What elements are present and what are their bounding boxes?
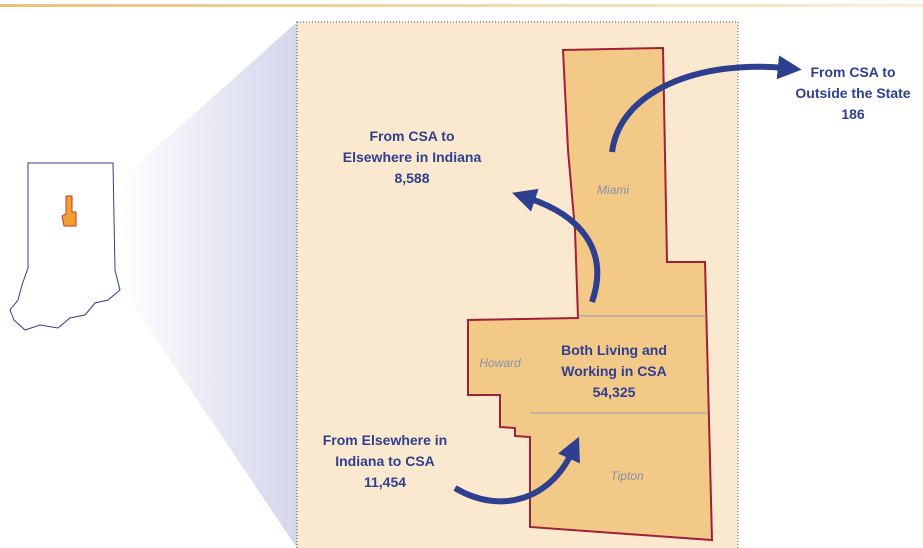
flow-arrow [609,55,802,153]
county-label: Howard [479,356,521,370]
flow-label: Indiana to CSA [335,453,435,469]
flow-label: Outside the State [795,85,910,101]
csa-region [467,46,714,542]
labels: From CSA to Outside the State 186 From CSA … [323,64,911,490]
flow-value: 8,588 [394,170,429,186]
flow-label: From CSA to [369,128,454,144]
top-bar [0,4,923,7]
flow-label: From Elsewhere in [323,432,447,448]
zoom-beam [120,22,297,548]
flow-arrow [512,188,601,303]
flow-arrow [453,436,580,505]
flow-label: From CSA to [810,64,895,80]
county-label: Miami [597,183,629,197]
flow-value: 11,454 [364,474,406,490]
csa-marker [61,195,77,227]
flow-label: Elsewhere in Indiana [343,149,482,165]
flow-label: Both Living and [561,342,667,358]
indiana-outline [9,162,121,331]
flow-label: Working in CSA [561,363,667,379]
county-label: Tipton [610,469,644,483]
flow-value: 54,325 [593,384,636,400]
flow-value: 186 [841,106,865,122]
